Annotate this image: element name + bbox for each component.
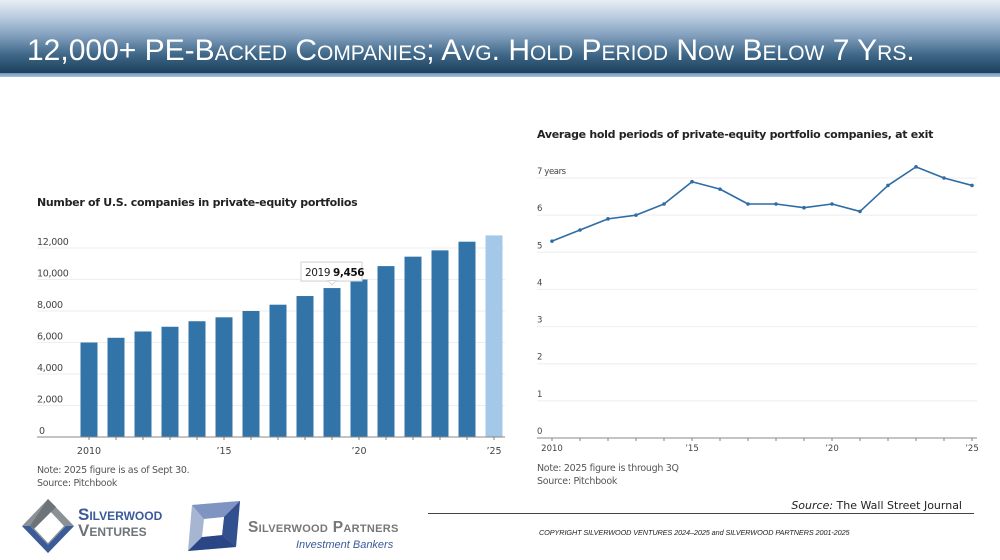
bar-chart-ytick-label: 12,000 [37, 237, 69, 248]
bar-chart-ytick-label: 4,000 [37, 363, 63, 374]
silverwood-partners-logo-icon [188, 501, 240, 551]
bar-chart-xtick-label: ’25 [486, 446, 501, 457]
line-point-2019 [802, 205, 806, 210]
line-chart-source: Source: Pitchbook [537, 476, 618, 487]
line-chart-note-text: Note: 2025 figure is through 3Q [537, 463, 679, 474]
bar-chart-xtick-label: 2010 [77, 446, 101, 457]
line-chart-note: Note: 2025 figure is through 3Q Source: … [537, 462, 679, 488]
line-point-2010 [550, 239, 554, 243]
line-point-2017 [746, 202, 750, 206]
line-point-2018 [774, 202, 778, 206]
line-chart-ytick-label: 0 [537, 427, 542, 437]
bar-2019 [323, 288, 341, 437]
bar-chart-ytick-label: 8,000 [37, 300, 63, 311]
partners-tagline: Investment Bankers [296, 539, 394, 551]
line-point-2024 [942, 176, 946, 180]
bar-2012 [134, 331, 152, 437]
line-chart-ytick-label: 5 [537, 241, 542, 251]
bar-2014 [188, 321, 206, 437]
bar-chart-annotation: 2019 9,456 [300, 261, 365, 286]
bar-2020 [350, 279, 368, 437]
copyright-text: COPYRIGHT SILVERWOOD VENTURES 2024–2025 … [539, 528, 850, 537]
bar-chart-xtick-label: ’15 [216, 446, 231, 457]
line-chart-xtick-label: ’20 [825, 444, 839, 454]
line-chart-xtick-label: ’25 [965, 444, 979, 454]
bar-chart-ytick-label: 0 [39, 426, 45, 437]
line-point-2012 [606, 217, 610, 221]
line-point-2022 [886, 183, 890, 188]
bar-chart-ytick-label: 2,000 [37, 395, 63, 406]
bar-2021 [377, 266, 395, 437]
bar-2025 [485, 235, 503, 437]
line-chart-ytick-label: 6 [537, 204, 542, 214]
bar-chart-xtick-label: ’20 [351, 446, 366, 457]
silverwood-ventures-logo-text: Silverwood Ventures [78, 505, 163, 540]
line-chart-ytick-label: 7 years [537, 167, 567, 177]
line-chart-ytick-label: 1 [537, 390, 542, 400]
line-point-2014 [662, 202, 666, 206]
bar-2016 [242, 311, 260, 437]
line-point-2025 [970, 183, 974, 188]
line-point-2021 [858, 209, 862, 214]
title-banner-stripe [0, 73, 1000, 77]
line-chart-xtick-label: ’15 [685, 444, 699, 454]
bar-chart-note-text: Note: 2025 figure is as of Sept 30. [37, 465, 190, 476]
line-chart-ytick-label: 3 [537, 316, 542, 326]
bar-chart: 0 2,000 4,000 6,000 8,000 10,000 12,000 2010 ’15… [37, 235, 505, 457]
bar-2010 [80, 342, 98, 437]
bar-chart-ytick-label: 6,000 [37, 332, 63, 343]
annotation-value: 9,456 [333, 267, 364, 279]
line-point-2023 [914, 165, 918, 169]
bar-2024 [458, 241, 476, 437]
bar-2022 [404, 256, 422, 437]
source-value: The Wall Street Journal [836, 499, 962, 512]
bar-2011 [107, 337, 125, 437]
line-chart: 0 1 2 3 4 5 6 7 years 2010 ’15 ’20 ’25 [537, 165, 979, 454]
ventures-logo-line1: Silverwood [78, 505, 163, 524]
bar-chart-title: Number of U.S. companies in private-equi… [37, 196, 358, 209]
bar-chart-source: Source: Pitchbook [37, 478, 118, 489]
source-credit: Source: The Wall Street Journal [791, 499, 962, 512]
line-chart-title: Average hold periods of private-equity p… [537, 128, 934, 141]
slide-title: 12,000+ PE-Backed Companies; Avg. Hold P… [27, 34, 915, 67]
bar-2013 [161, 326, 179, 437]
ventures-logo-line2: Ventures [78, 521, 147, 540]
line-chart-ytick-label: 4 [537, 278, 542, 288]
line-chart-xtick-label: 2010 [541, 444, 563, 454]
line-series-hold-period [551, 166, 973, 242]
bar-2017 [269, 304, 287, 437]
bar-2015 [215, 317, 233, 437]
silverwood-ventures-logo-icon [22, 499, 74, 553]
bar-chart-ytick-label: 10,000 [37, 269, 69, 280]
line-point-2011 [578, 228, 582, 232]
bar-2018 [296, 296, 314, 437]
line-point-2020 [830, 202, 834, 206]
bar-chart-note: Note: 2025 figure is as of Sept 30. Sour… [37, 464, 190, 490]
line-point-2015 [690, 179, 694, 184]
title-banner [0, 0, 1000, 73]
silverwood-partners-logo-text: Silverwood Partners [248, 519, 399, 536]
source-label: Source: [791, 499, 834, 512]
footer-divider [428, 513, 974, 514]
annotation-pointer [327, 280, 337, 286]
line-chart-ytick-label: 2 [537, 353, 542, 363]
annotation-year: 2019 [305, 267, 330, 279]
line-point-2013 [634, 213, 638, 217]
line-point-2016 [718, 187, 722, 191]
bar-2023 [431, 250, 449, 437]
